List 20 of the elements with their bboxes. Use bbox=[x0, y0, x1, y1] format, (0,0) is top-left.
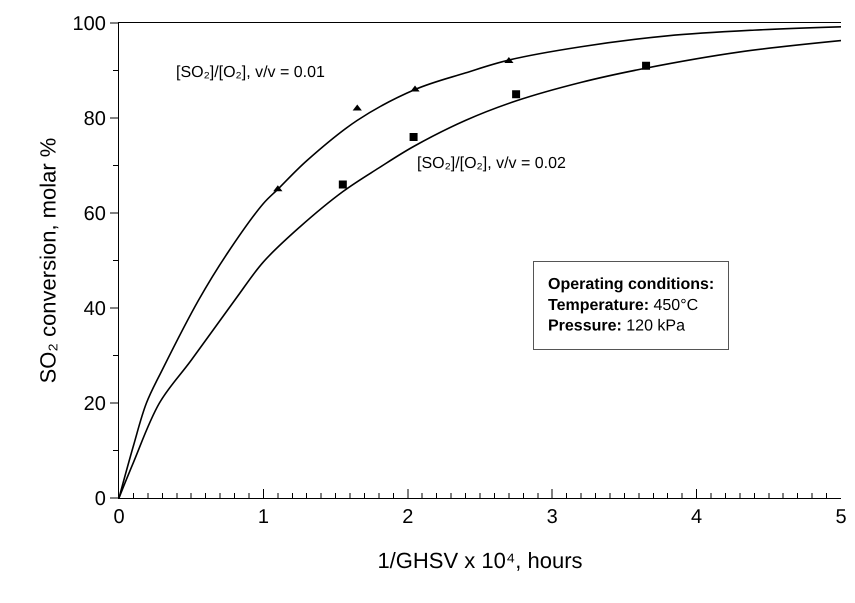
x-tick-label: 5 bbox=[835, 506, 847, 528]
point bbox=[338, 180, 347, 188]
x-tick-label: 4 bbox=[691, 506, 702, 528]
y-tick-label: 60 bbox=[84, 203, 106, 225]
point bbox=[512, 90, 520, 98]
point bbox=[410, 133, 418, 141]
x-axis-title: 1/GHSV x 10⁴, hours bbox=[377, 548, 583, 574]
text: Operating conditions: Temperature: 450°C Pressure: 120 kPa bbox=[548, 276, 714, 335]
annotation: [SO₂]/[O₂], v/v = 0.02 bbox=[417, 155, 566, 172]
x-tick-label: 0 bbox=[113, 506, 125, 528]
y-tick-label: 20 bbox=[84, 393, 106, 415]
y-tick-label: 0 bbox=[94, 488, 106, 510]
y-tick-label: 100 bbox=[72, 13, 106, 35]
y-tick-label: 40 bbox=[84, 298, 106, 320]
annotation: [SO₂]/[O₂], v/v = 0.01 bbox=[176, 64, 326, 81]
x-tick-label: 3 bbox=[546, 506, 558, 528]
x-tick-label: 1 bbox=[258, 506, 269, 528]
y-tick-label: 80 bbox=[84, 108, 106, 130]
y-axis-title: SO₂ conversion, molar % bbox=[35, 138, 60, 384]
x-tick-label: 2 bbox=[402, 506, 414, 528]
